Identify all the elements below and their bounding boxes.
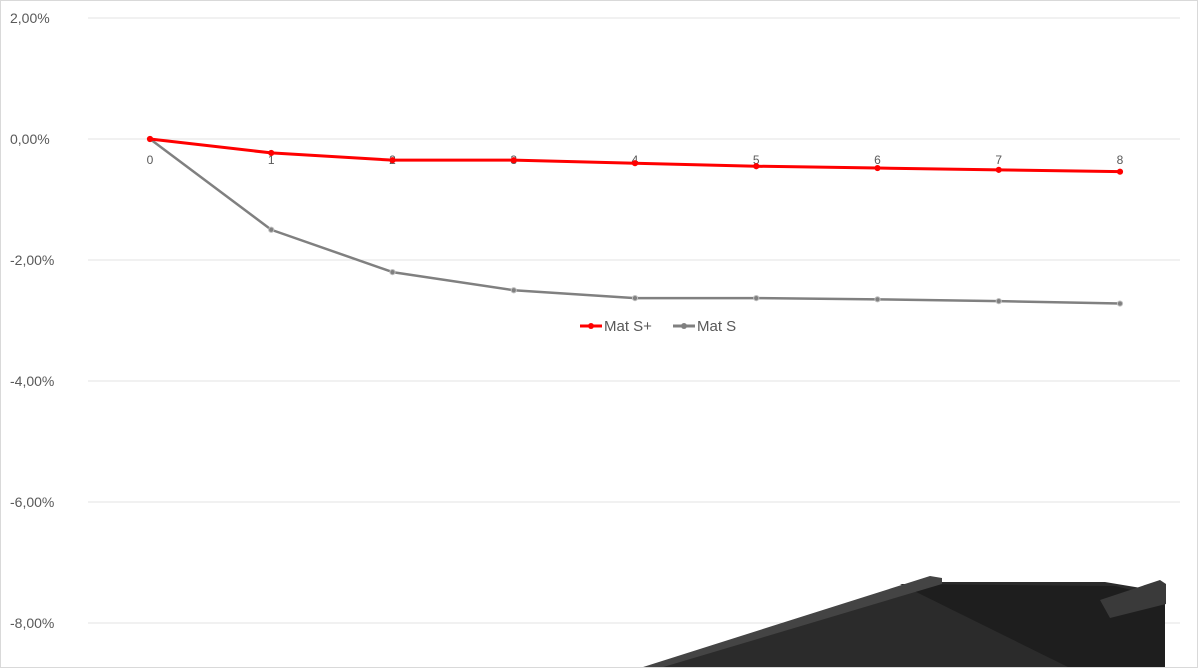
data-point: [874, 164, 881, 172]
data-point: [631, 295, 639, 302]
data-point: [753, 295, 760, 302]
legend: Mat S+ Mat S: [580, 318, 736, 335]
x-tick-label: 0: [147, 153, 154, 167]
data-point: [631, 160, 639, 167]
y-tick-label: -6,00%: [10, 494, 54, 510]
data-point: [995, 298, 1002, 305]
legend-marker: [681, 323, 687, 329]
data-point: [1116, 168, 1124, 175]
gridlines: [88, 17, 1180, 624]
data-point: [146, 135, 154, 143]
x-tick-label: 4: [632, 153, 639, 167]
dark-object-image: [640, 576, 1166, 668]
data-point: [268, 226, 275, 233]
legend-marker: [588, 323, 594, 329]
y-tick-label: -2,00%: [10, 252, 54, 268]
legend-label: Mat S+: [604, 318, 652, 335]
y-tick-label: -8,00%: [10, 615, 54, 631]
data-point: [874, 296, 881, 303]
data-point: [268, 149, 275, 157]
x-tick-label: 1: [268, 153, 275, 167]
x-tick-label: 7: [995, 153, 1002, 167]
x-tick-label: 8: [1117, 153, 1124, 167]
data-point: [753, 163, 760, 170]
y-tick-label: 0,00%: [10, 131, 50, 147]
y-axis-tick-labels: 2,00% 0,00% -2,00% -4,00% -6,00% -8,00%: [10, 10, 54, 631]
legend-label: Mat S: [697, 318, 736, 335]
y-tick-label: -4,00%: [10, 373, 54, 389]
data-point: [389, 269, 396, 276]
series-mat-s-: [146, 135, 1124, 175]
y-tick-label: 2,00%: [10, 10, 50, 26]
x-tick-label: 6: [874, 153, 881, 167]
data-point: [1116, 300, 1124, 307]
data-point: [510, 287, 517, 294]
x-tick-label: 5: [753, 153, 760, 167]
data-point: [510, 157, 517, 164]
data-series: [146, 135, 1124, 307]
data-point: [995, 166, 1002, 173]
data-point: [389, 157, 396, 164]
